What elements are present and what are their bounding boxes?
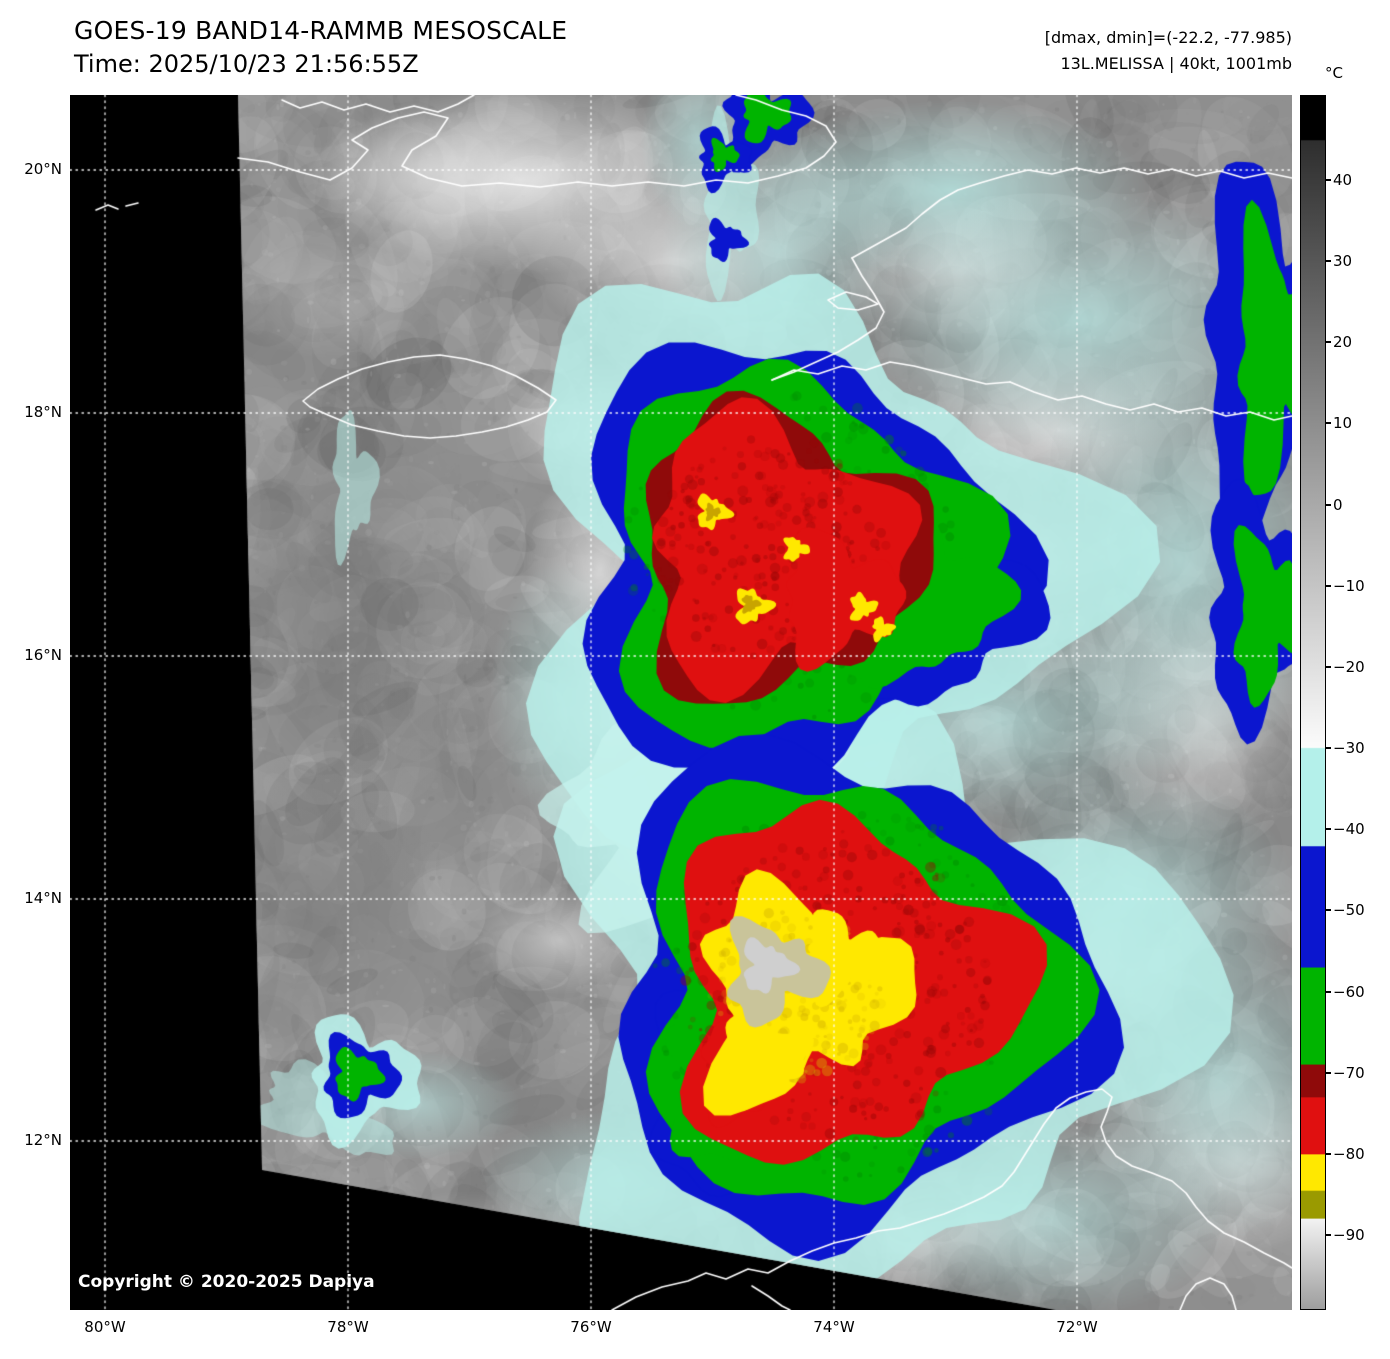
image-timestamp: Time: 2025/10/23 21:56:55Z xyxy=(74,50,419,78)
lat-tick-label: 16°N xyxy=(24,646,62,664)
colorbar-tick-label: 0 xyxy=(1333,496,1343,514)
storm-info: 13L.MELISSA | 40kt, 1001mb xyxy=(1060,54,1292,73)
colorbar-tick-mark xyxy=(1326,422,1331,424)
colorbar-tick-mark xyxy=(1326,504,1331,506)
colorbar-tick-label: 30 xyxy=(1333,252,1353,270)
colorbar-tick-mark xyxy=(1326,747,1331,749)
colorbar-unit-label: °C xyxy=(1325,64,1343,82)
colorbar-tick-mark xyxy=(1326,1234,1331,1236)
colorbar-tick-mark xyxy=(1326,179,1331,181)
copyright-text: Copyright © 2020-2025 Dapiya xyxy=(78,1272,375,1292)
colorbar-tick-mark xyxy=(1326,666,1331,668)
dmax-dmin-readout: [dmax, dmin]=(-22.2, -77.985) xyxy=(1044,28,1292,47)
colorbar-tick-mark xyxy=(1326,1072,1331,1074)
colorbar-tick-label: −60 xyxy=(1333,983,1365,1001)
lat-tick-label: 14°N xyxy=(24,889,62,907)
colorbar-tick-mark xyxy=(1326,341,1331,343)
colorbar-tick-label: −80 xyxy=(1333,1145,1365,1163)
colorbar-tick-mark xyxy=(1326,828,1331,830)
colorbar-tick-label: −50 xyxy=(1333,901,1365,919)
page-title: GOES-19 BAND14-RAMMB MESOSCALE xyxy=(74,16,568,45)
colorbar-tick-label: 10 xyxy=(1333,414,1353,432)
colorbar-tick-label: 40 xyxy=(1333,171,1353,189)
lon-tick-label: 80°W xyxy=(84,1318,126,1336)
colorbar-tick-label: −20 xyxy=(1333,658,1365,676)
temperature-colorbar xyxy=(1300,95,1326,1310)
colorbar-tick-label: −90 xyxy=(1333,1226,1365,1244)
colorbar-tick-label: −40 xyxy=(1333,820,1365,838)
colorbar-tick-label: −30 xyxy=(1333,739,1365,757)
colorbar-tick-mark xyxy=(1326,909,1331,911)
lat-tick-label: 18°N xyxy=(24,403,62,421)
colorbar-tick-mark xyxy=(1326,991,1331,993)
colorbar-tick-mark xyxy=(1326,260,1331,262)
colorbar-tick-label: 20 xyxy=(1333,333,1353,351)
colorbar-tick-mark xyxy=(1326,1153,1331,1155)
lon-tick-label: 78°W xyxy=(327,1318,369,1336)
lon-tick-label: 76°W xyxy=(570,1318,612,1336)
colorbar-tick-mark xyxy=(1326,585,1331,587)
satellite-image-canvas xyxy=(70,95,1292,1310)
lon-tick-label: 74°W xyxy=(813,1318,855,1336)
colorbar-tick-label: −70 xyxy=(1333,1064,1365,1082)
lat-tick-label: 12°N xyxy=(24,1131,62,1149)
lon-tick-label: 72°W xyxy=(1056,1318,1098,1336)
colorbar-tick-label: −10 xyxy=(1333,577,1365,595)
lat-tick-label: 20°N xyxy=(24,160,62,178)
satellite-map xyxy=(70,95,1292,1310)
